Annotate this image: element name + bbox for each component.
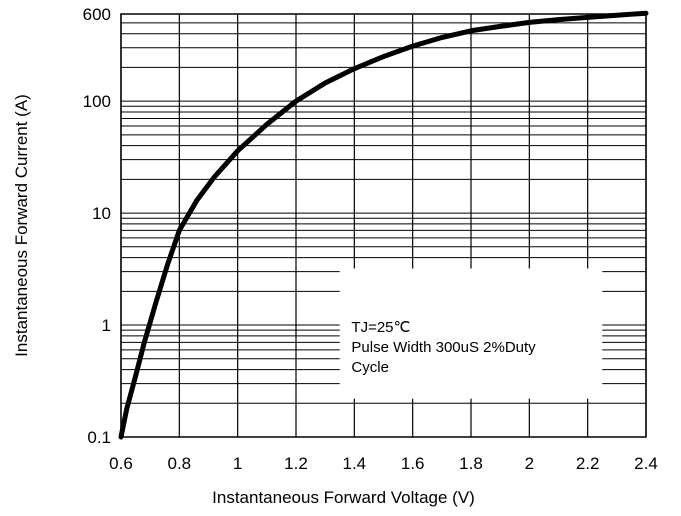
x-tick-label: 0.6 [109, 454, 133, 473]
plot-frame [120, 13, 647, 438]
y-tick-label: 100 [83, 92, 111, 111]
x-tick-labels: 0.6 0.8 1 1.2 1.4 1.6 1.8 2 2.2 2.4 [109, 454, 658, 473]
x-tick-label: 1.6 [401, 454, 425, 473]
x-axis-title: Instantaneous Forward Voltage (V) [212, 488, 475, 507]
x-tick-label: 0.8 [168, 454, 192, 473]
annotation-line-pulse: Pulse Width 300uS 2%Duty [351, 339, 536, 356]
x-tick-label: 2 [525, 454, 534, 473]
y-tick-label: 10 [92, 204, 111, 223]
x-tick-label: 2.4 [634, 454, 658, 473]
y-axis-title: Instantaneous Forward Current (A) [12, 94, 31, 357]
y-tick-labels: 0.1 1 10 100 600 [83, 5, 111, 447]
x-tick-label: 1.8 [459, 454, 483, 473]
x-tick-label: 1 [233, 454, 242, 473]
series-line [118, 10, 649, 440]
annotation-line-cycle: Cycle [351, 359, 389, 376]
y-tick-label: 1 [102, 316, 111, 335]
x-tick-label: 1.4 [343, 454, 367, 473]
annotation-line-temperature: TJ=25℃ [351, 319, 410, 336]
y-tick-label: 0.1 [87, 428, 111, 447]
annotation-background [339, 268, 603, 399]
x-tick-label: 1.2 [284, 454, 308, 473]
y-tick-label: 600 [83, 5, 111, 24]
x-tick-label: 2.2 [576, 454, 600, 473]
